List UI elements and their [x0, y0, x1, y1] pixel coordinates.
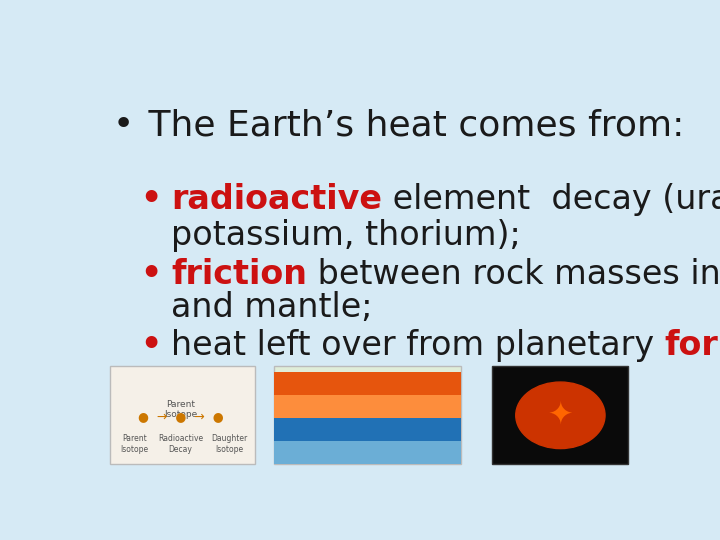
- Text: •: •: [140, 258, 161, 291]
- Text: radioactive: radioactive: [171, 183, 382, 217]
- Text: •: •: [140, 329, 161, 362]
- Text: ●  →  ●  →  ●: ● → ● → ●: [138, 410, 223, 423]
- Text: Daughter
Isotope: Daughter Isotope: [212, 434, 248, 454]
- Text: •: •: [112, 109, 134, 143]
- Text: heat left over from planetary: heat left over from planetary: [171, 329, 665, 362]
- Text: and mantle;: and mantle;: [171, 292, 372, 325]
- Text: •: •: [140, 183, 161, 217]
- Text: between rock masses in the crust: between rock masses in the crust: [307, 258, 720, 291]
- Text: ✦: ✦: [548, 401, 573, 430]
- Text: Parent
Isotope: Parent Isotope: [120, 434, 149, 454]
- Text: Radioactive
Decay: Radioactive Decay: [158, 434, 203, 454]
- FancyBboxPatch shape: [274, 366, 461, 464]
- Text: The Earth’s heat comes from:: The Earth’s heat comes from:: [138, 109, 685, 143]
- Text: formation: formation: [665, 329, 720, 362]
- FancyBboxPatch shape: [492, 366, 629, 464]
- Text: Parent
Isotope: Parent Isotope: [163, 400, 197, 419]
- Bar: [274, 418, 461, 441]
- Bar: [274, 441, 461, 464]
- Text: potassium, thorium);: potassium, thorium);: [171, 219, 521, 252]
- Text: element  decay (uranium,: element decay (uranium,: [382, 183, 720, 217]
- Bar: [274, 395, 461, 418]
- Text: friction: friction: [171, 258, 307, 291]
- Circle shape: [516, 382, 605, 449]
- FancyBboxPatch shape: [109, 366, 255, 464]
- Bar: [274, 372, 461, 395]
